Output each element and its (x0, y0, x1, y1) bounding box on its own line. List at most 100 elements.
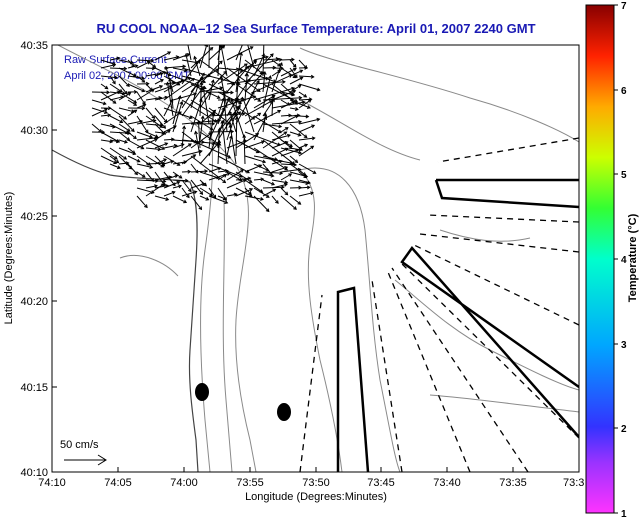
current-vector-head (198, 98, 203, 103)
current-vector-head (179, 100, 184, 105)
current-vector-head (253, 58, 257, 63)
current-vector-head (198, 149, 203, 154)
current-vector-head (306, 185, 311, 190)
current-vector-head (310, 145, 315, 150)
current-vector (127, 147, 136, 154)
current-vector (244, 131, 281, 146)
current-vector-head (176, 180, 181, 185)
current-vector (118, 75, 130, 87)
current-vector (190, 179, 203, 195)
current-vector (235, 139, 260, 153)
current-vector (118, 131, 130, 141)
current-vector-head (292, 64, 297, 68)
current-vector-head (293, 162, 298, 167)
current-vector (154, 195, 169, 201)
current-vector (253, 195, 270, 212)
current-vector-head (141, 88, 146, 93)
current-vector (289, 155, 298, 163)
current-vector-head (284, 140, 289, 145)
current-vector (118, 83, 128, 95)
current-vector-head (152, 64, 157, 68)
current-vector-head (226, 172, 231, 176)
current-vector-head (260, 140, 265, 145)
current-vector-head (112, 63, 117, 68)
current-vector (145, 185, 158, 189)
current-vector-head (242, 134, 247, 138)
current-vector (118, 123, 131, 132)
current-vector (244, 141, 265, 149)
current-vector (118, 139, 128, 143)
current-vector (208, 113, 245, 117)
current-vector (145, 155, 164, 168)
current-vector-head (303, 134, 308, 139)
current-vector-head (249, 188, 254, 192)
current-vector (181, 60, 201, 85)
current-vector (100, 131, 120, 143)
current-vector (208, 80, 214, 101)
current-vector-head (147, 162, 151, 166)
current-vector (109, 83, 123, 93)
scale-arrow (64, 454, 107, 466)
current-vector (271, 90, 296, 101)
current-vector-head (172, 125, 177, 129)
current-vector (109, 96, 124, 101)
current-vector (127, 75, 145, 79)
current-vector-head (193, 190, 198, 195)
current-vector (271, 166, 288, 173)
current-vector-head (159, 123, 164, 128)
current-vector-head (278, 124, 283, 129)
current-vector-head (294, 159, 299, 164)
current-vector-head (133, 99, 138, 104)
current-vector (136, 59, 154, 62)
current-vector-head (164, 142, 169, 146)
current-vector (190, 170, 208, 173)
current-vector (154, 176, 172, 181)
current-vector (154, 85, 172, 93)
current-vector-head (187, 169, 192, 174)
current-vector (181, 88, 203, 117)
current-vector (190, 84, 199, 109)
current-vector-head (150, 88, 155, 93)
current-vector (298, 145, 314, 157)
current-vector (253, 110, 281, 125)
current-vector-head (222, 179, 227, 184)
current-vector-head (297, 132, 302, 137)
current-vector (195, 131, 201, 157)
colorbar: 7 6 5 4 3 2 1 Temperature (°C) (585, 1, 639, 518)
current-vector-head (218, 60, 223, 65)
current-vector (298, 163, 316, 174)
current-vector (298, 124, 315, 133)
current-vector-head (192, 154, 197, 158)
current-vector-head (217, 139, 222, 144)
current-vector-head (311, 124, 316, 129)
current-vector-head (211, 111, 216, 116)
current-vector (163, 107, 193, 119)
current-vector-head (247, 176, 252, 181)
current-vector-head (151, 115, 156, 119)
current-vector (136, 61, 151, 69)
current-vector (194, 56, 201, 77)
colorbar-label: Temperature (°C) (627, 213, 639, 302)
current-vector (109, 67, 127, 70)
current-vector-head (178, 184, 183, 189)
current-vector (136, 119, 156, 125)
current-vector-head (159, 85, 164, 89)
current-vector-head (234, 116, 239, 121)
current-vector-head (113, 160, 118, 165)
current-vector (154, 185, 169, 189)
current-vector (109, 75, 116, 84)
current-vector-head (243, 178, 248, 183)
current-vector-head (136, 158, 141, 163)
current-vector-head (306, 180, 311, 185)
current-vector-head (307, 99, 312, 103)
current-vector (100, 90, 120, 101)
current-vector-head (144, 204, 148, 209)
current-vector-head (159, 72, 164, 76)
current-vector (172, 67, 187, 72)
current-vector-head (123, 156, 128, 160)
current-vector (244, 195, 264, 200)
current-vector-head (186, 38, 189, 41)
current-vector (118, 92, 131, 101)
current-vector (253, 87, 295, 101)
